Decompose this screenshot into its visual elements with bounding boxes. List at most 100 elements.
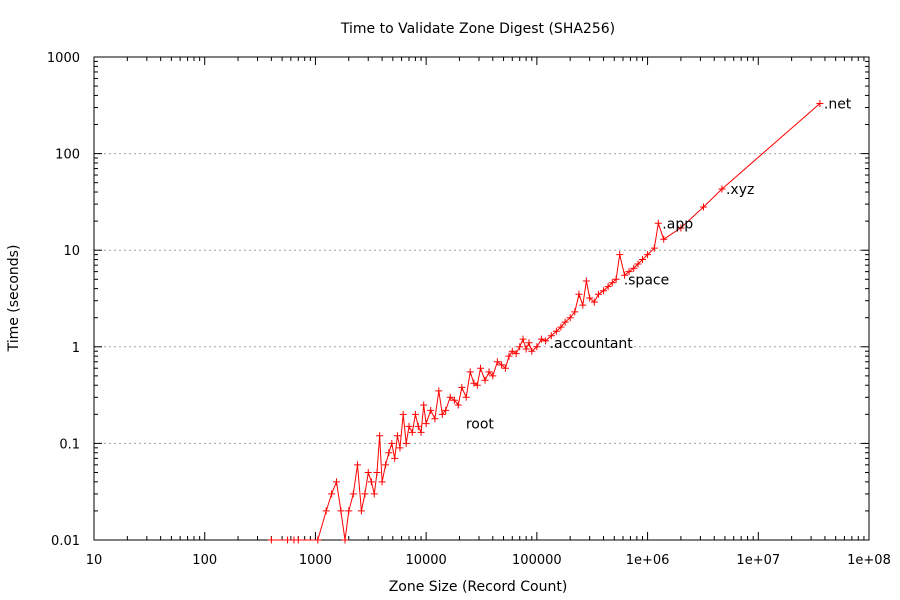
- data-point: [370, 490, 378, 498]
- data-point: [435, 387, 443, 395]
- data-point: [462, 393, 470, 401]
- data-point: [367, 478, 375, 486]
- data-point: [477, 364, 485, 372]
- data-point: [489, 372, 497, 380]
- data-point: [512, 350, 520, 358]
- data-point: [582, 277, 590, 285]
- data-point: [466, 368, 474, 376]
- data-point: [604, 283, 612, 291]
- series-group: [267, 100, 824, 544]
- data-point: [630, 264, 638, 272]
- data-point: [621, 271, 629, 279]
- data-point: [408, 428, 416, 436]
- data-point: [417, 428, 425, 436]
- data-point: [508, 347, 516, 355]
- y-tick-label: 10: [63, 244, 80, 259]
- data-point: [579, 301, 587, 309]
- data-point: [571, 308, 579, 316]
- data-point: [376, 432, 384, 440]
- data-point: [485, 368, 493, 376]
- data-point: [498, 361, 506, 369]
- data-point: [378, 478, 386, 486]
- data-point: [625, 268, 633, 276]
- data-point: [600, 287, 608, 295]
- y-axis: 0.01 0.1 1 10 100 1000: [47, 51, 869, 549]
- data-point: [718, 185, 726, 193]
- data-point: [337, 507, 345, 515]
- data-point: [654, 219, 662, 227]
- data-point: [402, 439, 410, 447]
- point-annotation: .space: [624, 272, 670, 288]
- data-point: [594, 290, 602, 298]
- data-point: [438, 410, 446, 418]
- y-tick-label: 1: [72, 341, 80, 356]
- data-point: [481, 376, 489, 384]
- data-point: [525, 339, 533, 347]
- data-point: [420, 401, 428, 409]
- data-point: [505, 352, 513, 360]
- data-point: [442, 406, 450, 414]
- y-tick-label: 0.1: [59, 437, 80, 452]
- plot-frame: [93, 56, 870, 541]
- data-point: [354, 461, 362, 469]
- y-tick-label: 1000: [47, 51, 80, 66]
- data-point: [267, 536, 275, 544]
- data-point: [547, 332, 555, 340]
- data-point: [616, 251, 624, 259]
- data-point: [349, 490, 357, 498]
- data-point: [373, 468, 381, 476]
- data-point: [405, 422, 413, 430]
- data-point: [608, 279, 616, 287]
- data-point: [501, 364, 509, 372]
- data-point: [561, 318, 569, 326]
- data-point: [411, 410, 419, 418]
- data-point: [450, 396, 458, 404]
- point-annotation: .app: [662, 216, 693, 232]
- data-point: [557, 323, 565, 331]
- data-point: [473, 381, 481, 389]
- data-point: [699, 203, 707, 211]
- data-point: [345, 507, 353, 515]
- data-point: [385, 449, 393, 457]
- data-point: [542, 337, 550, 345]
- data-point: [322, 507, 330, 515]
- data-point: [590, 298, 598, 306]
- y-tick-label: 0.01: [51, 534, 80, 549]
- data-point: [639, 256, 647, 264]
- data-point: [677, 224, 685, 232]
- data-point: [294, 536, 302, 544]
- data-point: [361, 490, 369, 498]
- data-point: [357, 507, 365, 515]
- data-point: [314, 536, 322, 544]
- x-tick-label: 100: [192, 553, 217, 568]
- x-tick-label: 1e+06: [626, 553, 670, 568]
- data-point: [493, 358, 501, 366]
- data-point: [364, 468, 372, 476]
- data-point: [516, 343, 524, 351]
- data-point: [422, 420, 430, 428]
- data-point: [537, 335, 545, 343]
- data-point: [427, 406, 435, 414]
- grid-lines: [94, 153, 869, 444]
- data-point: [414, 422, 422, 430]
- x-tick-label: 1e+07: [736, 553, 780, 568]
- data-point: [341, 536, 349, 544]
- data-point: [284, 536, 292, 544]
- chart-title: Time to Validate Zone Digest (SHA256): [340, 21, 615, 37]
- data-point: [388, 439, 396, 447]
- point-annotation: .accountant: [550, 336, 634, 352]
- data-point: [328, 490, 336, 498]
- data-point: [660, 235, 668, 243]
- data-point: [552, 327, 560, 335]
- data-point: [586, 294, 594, 302]
- data-point: [382, 461, 390, 469]
- data-point: [454, 401, 462, 409]
- data-point: [399, 410, 407, 418]
- series-line: [271, 103, 821, 541]
- x-tick-label: 10000: [405, 553, 446, 568]
- data-point: [816, 100, 824, 108]
- data-point: [446, 393, 454, 401]
- data-point: [431, 415, 439, 423]
- data-point: [533, 343, 541, 351]
